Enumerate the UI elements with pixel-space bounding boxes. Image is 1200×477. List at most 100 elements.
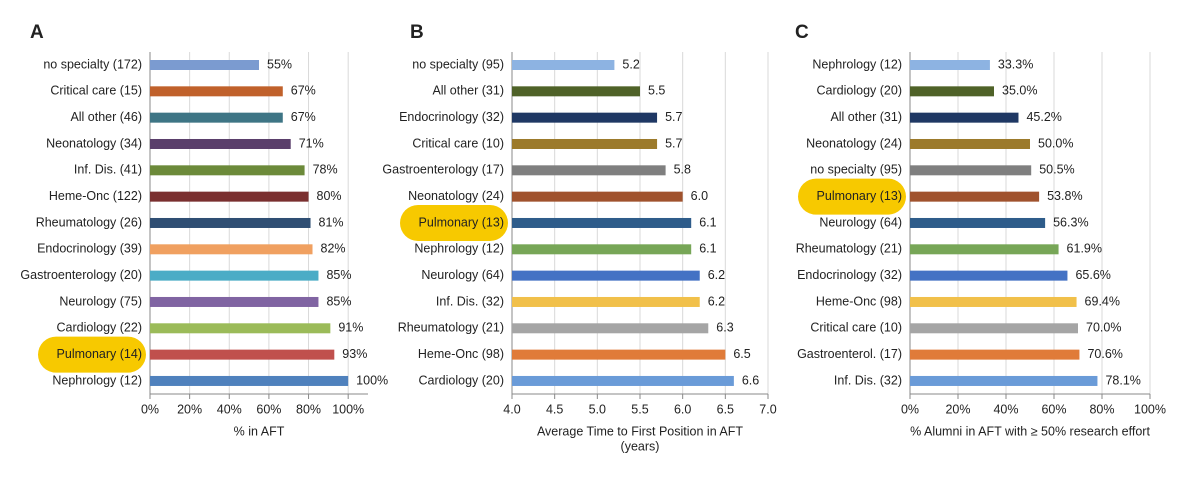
bar: [150, 112, 283, 123]
y-tick-label: Neurology (64): [819, 215, 902, 229]
value-label: 55%: [267, 57, 292, 71]
bar: [910, 217, 1046, 228]
bar: [910, 86, 994, 97]
value-label: 6.2: [708, 294, 725, 308]
value-label: 78%: [313, 163, 338, 177]
x-axis-label: % in AFT: [234, 424, 285, 438]
y-tick-label: Rheumatology (21): [796, 242, 902, 256]
y-tick-label: All other (31): [830, 110, 902, 124]
value-label: 82%: [321, 242, 346, 256]
x-tick-label: 6.5: [717, 402, 734, 416]
value-label: 91%: [338, 321, 363, 335]
bar: [910, 244, 1059, 255]
y-tick-label: Neurology (64): [421, 268, 504, 282]
x-tick-label: 100%: [332, 402, 364, 416]
value-label: 93%: [342, 347, 367, 361]
y-tick-label: Gastroenterology (17): [382, 163, 504, 177]
y-tick-label: Neonatology (24): [806, 136, 902, 150]
bar: [910, 270, 1068, 281]
value-label: 69.4%: [1085, 294, 1120, 308]
bar: [512, 60, 615, 70]
value-label: 67%: [291, 110, 316, 124]
y-tick-label: Inf. Dis. (32): [834, 373, 902, 387]
y-tick-label: Neurology (75): [59, 294, 142, 308]
value-label: 6.2: [708, 268, 725, 282]
y-tick-label: Inf. Dis. (32): [436, 294, 504, 308]
bar: [512, 323, 709, 334]
y-tick-label: Endocrinology (32): [399, 110, 504, 124]
value-label: 50.5%: [1039, 163, 1074, 177]
bar: [910, 112, 1019, 123]
y-tick-label: Nephrology (12): [414, 242, 504, 256]
x-axis-label: % Alumni in AFT with ≥ 50% research effo…: [910, 424, 1150, 438]
x-tick-label: 4.5: [546, 402, 563, 416]
bar: [910, 138, 1030, 149]
bar: [910, 296, 1077, 307]
value-label: 100%: [356, 373, 388, 387]
bar: [512, 244, 692, 255]
x-tick-label: 6.0: [674, 402, 691, 416]
x-tick-label: 100%: [1134, 402, 1166, 416]
y-tick-label: Rheumatology (21): [398, 321, 504, 335]
y-tick-label: All other (46): [70, 110, 142, 124]
y-tick-label: Pulmonary (13): [419, 215, 504, 229]
y-tick-label: Critical care (10): [810, 321, 902, 335]
panel-label: B: [410, 22, 424, 43]
bar: [512, 296, 700, 307]
x-axis-label: (years): [621, 439, 660, 453]
x-tick-label: 60%: [256, 402, 281, 416]
x-tick-label: 0%: [141, 402, 159, 416]
value-label: 65.6%: [1075, 268, 1110, 282]
highlight: [798, 178, 906, 215]
bar: [512, 375, 734, 386]
bar: [512, 165, 666, 176]
y-tick-label: Cardiology (20): [817, 84, 902, 98]
x-tick-label: 60%: [1041, 402, 1066, 416]
bar: [150, 323, 331, 334]
bar: [512, 191, 683, 202]
bar: [150, 60, 259, 70]
y-tick-label: Cardiology (22): [57, 321, 142, 335]
x-tick-label: 5.0: [589, 402, 606, 416]
value-label: 6.5: [733, 347, 750, 361]
y-tick-label: Gastroenterology (20): [20, 268, 142, 282]
y-tick-label: Nephrology (12): [52, 373, 142, 387]
bar: [910, 60, 990, 70]
value-label: 6.6: [742, 373, 759, 387]
y-tick-label: Neonatology (34): [46, 136, 142, 150]
value-label: 80%: [317, 189, 342, 203]
y-tick-label: Pulmonary (14): [57, 347, 142, 361]
bar: [910, 323, 1078, 334]
y-tick-label: Cardiology (20): [419, 373, 504, 387]
value-label: 56.3%: [1053, 215, 1088, 229]
bar: [150, 349, 335, 360]
bar: [512, 217, 692, 228]
value-label: 81%: [319, 215, 344, 229]
bar: [512, 349, 726, 360]
bar: [150, 296, 319, 307]
bar: [150, 217, 311, 228]
bar: [512, 270, 700, 281]
bar: [512, 86, 640, 97]
y-tick-label: no specialty (172): [43, 57, 142, 71]
value-label: 5.2: [622, 57, 639, 71]
x-axis-label: Average Time to First Position in AFT: [537, 424, 743, 438]
bar: [150, 165, 305, 176]
value-label: 71%: [299, 136, 324, 150]
y-tick-label: Inf. Dis. (41): [74, 163, 142, 177]
y-tick-label: Neonatology (24): [408, 189, 504, 203]
x-tick-label: 40%: [217, 402, 242, 416]
y-tick-label: Heme-Onc (122): [49, 189, 142, 203]
value-label: 78.1%: [1105, 373, 1140, 387]
x-tick-label: 7.0: [759, 402, 776, 416]
y-tick-label: All other (31): [432, 84, 504, 98]
bar: [150, 138, 291, 149]
value-label: 33.3%: [998, 57, 1033, 71]
value-label: 5.5: [648, 84, 665, 98]
y-tick-label: Endocrinology (39): [37, 242, 142, 256]
y-tick-label: no specialty (95): [810, 163, 902, 177]
value-label: 45.2%: [1026, 110, 1061, 124]
panel-label: A: [30, 22, 44, 43]
